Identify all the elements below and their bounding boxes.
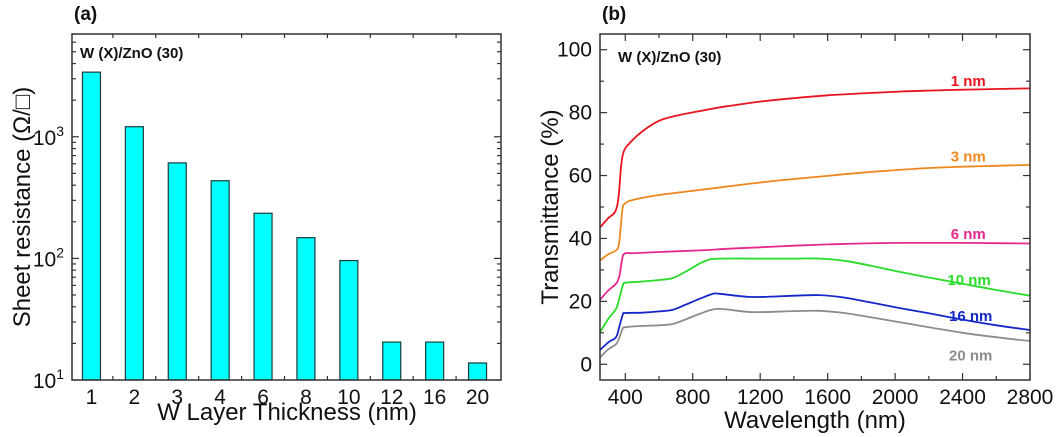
x-tick-label: 400 [608, 386, 643, 409]
bar-6nm [253, 212, 273, 381]
x-tick-label: 6 [257, 386, 269, 409]
x-tick-label: 1 [86, 386, 98, 409]
axis-frame-a [71, 33, 502, 381]
bar-16nm [425, 341, 445, 381]
y-tick-label: 40 [569, 227, 592, 250]
y-tick-label: 100 [557, 39, 592, 62]
axis-ticks-b: 400 800 1200 1600 2000 2400 2800 0 20 40 60 80 100 [557, 34, 1053, 409]
y-tick-label: 0 [580, 353, 592, 376]
y-axis-title-b: Transmittance (%) [537, 109, 564, 304]
x-tick-label: 10 [337, 386, 360, 409]
series-annotations: 1 nm 3 nm 6 nm 10 nm 16 nm 20 nm [947, 73, 992, 365]
series-line-3nm [599, 164, 1031, 262]
y-tick-label: 102 [33, 244, 64, 271]
series-line-16nm [599, 292, 1031, 351]
series-line-10nm [599, 257, 1031, 333]
x-tick-label: 2000 [872, 386, 919, 409]
x-tick-label: 16 [423, 386, 446, 409]
x-tick-label: 20 [466, 386, 489, 409]
bar-4nm [210, 180, 230, 381]
sample-annotation-a: W (X)/ZnO (30) [80, 45, 183, 62]
x-tick-label: 2400 [939, 386, 986, 409]
bar-10nm [339, 259, 359, 381]
x-tick-label: 3 [171, 386, 183, 409]
x-tick-label: 2 [129, 386, 141, 409]
bar-2nm [124, 126, 144, 381]
x-axis-title-a: W Layer Thickness (nm) [157, 399, 417, 426]
series-label-16nm: 16 nm [949, 308, 992, 325]
x-axis-title-b: Wavelength (nm) [724, 407, 906, 434]
sample-annotation-b: W (X)/ZnO (30) [618, 49, 721, 66]
axis-frame-b [599, 33, 1031, 381]
series-label-20nm: 20 nm [949, 347, 992, 364]
bar-1nm [81, 71, 102, 381]
series-line-20nm [599, 307, 1031, 359]
x-tick-label: 1200 [737, 386, 784, 409]
panel-b-transmittance-chart: (b) 400 800 1200 1600 2000 2400 2800 0 20 40 60 80 1… [537, 4, 1053, 434]
x-tick-label: 1600 [804, 386, 851, 409]
x-tick-label: 4 [214, 386, 226, 409]
y-tick-label: 60 [569, 165, 592, 188]
y-tick-label: 80 [569, 102, 592, 125]
x-tick-label: 12 [380, 386, 403, 409]
y-axis-title-a: Sheet resistance (Ω/□) [9, 87, 36, 328]
panel-b-label: (b) [602, 4, 626, 25]
bar-12nm [382, 341, 402, 381]
series-label-3nm: 3 nm [951, 148, 986, 165]
series-lines [599, 87, 1031, 359]
series-label-1nm: 1 nm [951, 73, 986, 90]
bar-8nm [296, 237, 316, 381]
x-tick-label: 2800 [1007, 386, 1054, 409]
series-line-6nm [599, 241, 1031, 301]
x-tick-label: 8 [300, 386, 312, 409]
bars-group [81, 71, 488, 381]
y-tick-label: 103 [33, 123, 64, 150]
y-tick-label: 101 [33, 366, 64, 393]
series-label-10nm: 10 nm [947, 272, 990, 289]
series-label-6nm: 6 nm [951, 226, 986, 243]
panel-a-label: (a) [74, 4, 97, 25]
series-line-1nm [599, 87, 1031, 229]
bar-3nm [167, 162, 187, 381]
x-tick-label: 800 [675, 386, 710, 409]
y-tick-label: 20 [569, 290, 592, 313]
bar-20nm [467, 362, 488, 381]
